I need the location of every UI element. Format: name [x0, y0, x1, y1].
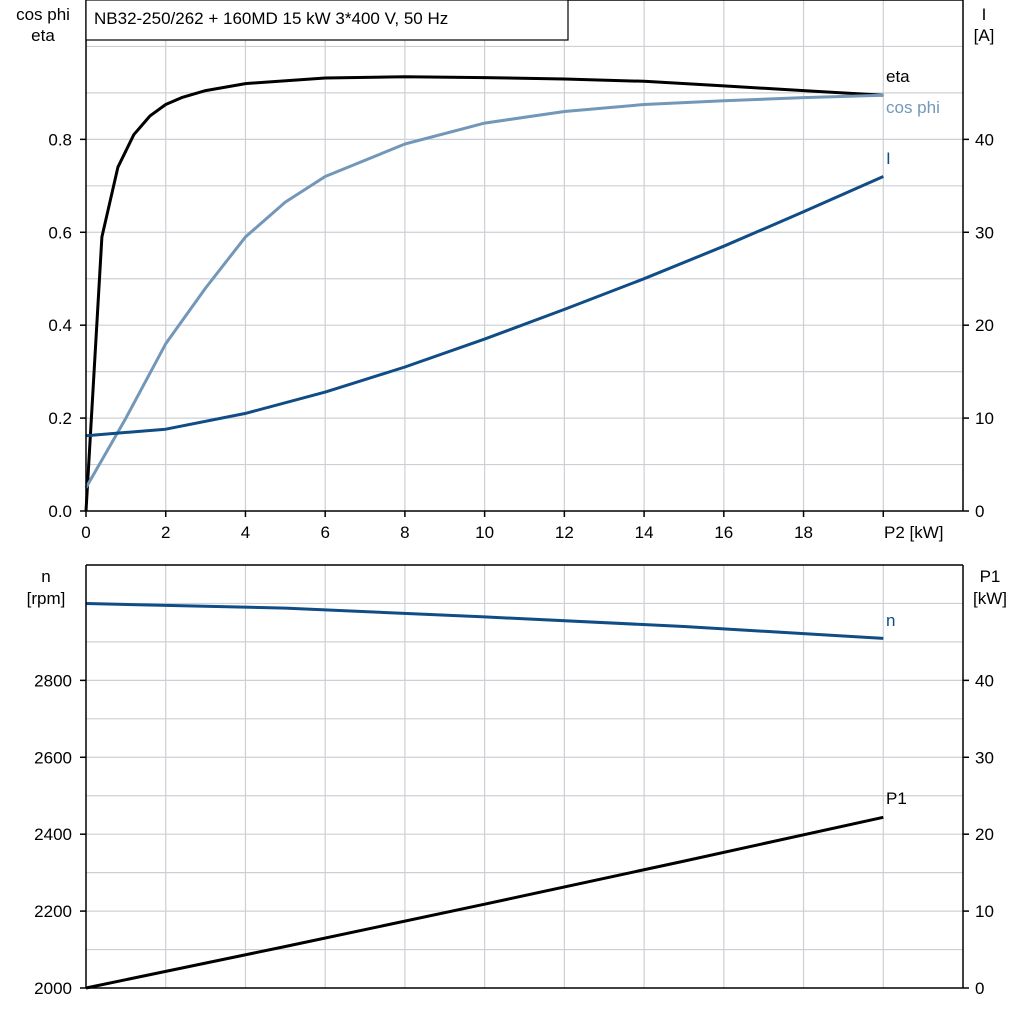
- x-tick-label: 0: [81, 523, 90, 542]
- left-tick-label: 2200: [34, 902, 72, 921]
- series-line-n: [85, 602, 884, 640]
- x-tick-label: 6: [320, 523, 329, 542]
- left-tick-label: 2000: [34, 979, 72, 998]
- right-tick-label: 40: [975, 130, 994, 149]
- right-tick-label: 20: [975, 316, 994, 335]
- right-tick-label: 0: [975, 979, 984, 998]
- top-right-ylabel-1: I: [982, 5, 987, 24]
- x-tick-label: 4: [241, 523, 250, 542]
- top-left-ylabel-1: cos phi: [16, 5, 70, 24]
- title-box: [85, 0, 569, 41]
- x-tick-label: 12: [555, 523, 574, 542]
- left-tick-label: 0.4: [48, 316, 72, 335]
- legend-n: n: [886, 611, 895, 630]
- right-tick-label: 0: [975, 502, 984, 521]
- series-line-eta: [84, 75, 884, 512]
- right-tick-label: 10: [975, 902, 994, 921]
- x-tick-label: 8: [400, 523, 409, 542]
- left-tick-label: 2600: [34, 748, 72, 767]
- bottom-left-ylabel-1: n: [41, 567, 50, 586]
- bottom-right-ylabel-1: P1: [980, 567, 1001, 586]
- chart-title: NB32-250/262 + 160MD 15 kW 3*400 V, 50 H…: [94, 9, 448, 28]
- right-tick-label: 40: [975, 671, 994, 690]
- right-tick-label: 20: [975, 825, 994, 844]
- series-line-cos-phi: [84, 93, 884, 489]
- left-tick-label: 0.8: [48, 130, 72, 149]
- x-axis-label: P2 [kW]: [884, 523, 944, 542]
- left-tick-label: 0.2: [48, 409, 72, 428]
- legend-p1: P1: [886, 789, 907, 808]
- x-tick-label: 10: [475, 523, 494, 542]
- bottom-left-ylabel-2: [rpm]: [27, 589, 66, 608]
- legend-eta: eta: [886, 67, 910, 86]
- x-tick-label: 2: [161, 523, 170, 542]
- legend-i: I: [886, 149, 891, 168]
- series-line-p1: [85, 815, 884, 990]
- top-right-ylabel-2: [A]: [974, 26, 995, 45]
- x-tick-label: 14: [635, 523, 654, 542]
- right-tick-label: 30: [975, 223, 994, 242]
- x-tick-label: 18: [794, 523, 813, 542]
- bottom-right-ylabel-2: [kW]: [973, 589, 1007, 608]
- left-tick-label: 2400: [34, 825, 72, 844]
- left-tick-label: 0.0: [48, 502, 72, 521]
- right-tick-label: 10: [975, 409, 994, 428]
- right-tick-label: 30: [975, 748, 994, 767]
- x-tick-label: 16: [714, 523, 733, 542]
- left-tick-label: 0.6: [48, 223, 72, 242]
- series-line-i: [85, 175, 884, 438]
- left-tick-label: 2800: [34, 671, 72, 690]
- legend-cos-phi: cos phi: [886, 98, 940, 117]
- top-left-ylabel-2: eta: [31, 26, 55, 45]
